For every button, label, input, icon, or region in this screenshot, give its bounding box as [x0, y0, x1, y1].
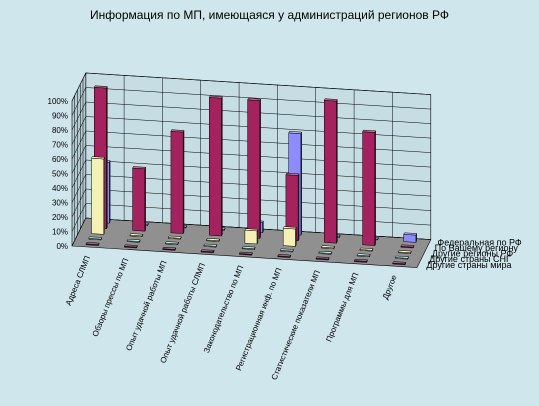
bar	[279, 248, 294, 253]
category-label: Статистические показатели МП	[270, 269, 322, 381]
bar	[126, 238, 141, 243]
category-label: Другое	[381, 273, 399, 300]
category-label: Программы для МП	[324, 271, 360, 343]
bar	[132, 166, 146, 232]
bar	[91, 156, 105, 235]
bar	[162, 246, 177, 251]
y-tick-label: 20%	[52, 213, 68, 222]
series-label: По Вашему региону	[435, 243, 519, 253]
bar	[200, 249, 215, 254]
series-label: Федеральная по РФ	[437, 237, 521, 247]
bar	[392, 261, 407, 266]
bar	[318, 250, 333, 255]
y-tick-label: 80%	[52, 126, 68, 135]
bar	[394, 255, 409, 260]
bar	[88, 236, 103, 241]
series-label: Другие страны СНГ	[429, 254, 511, 264]
y-tick-label: 70%	[52, 141, 68, 150]
category-label: Адреса СЛМП	[64, 254, 92, 307]
y-tick-label: 60%	[52, 155, 68, 164]
y-tick-label: 40%	[52, 184, 68, 193]
category-label: Обзоры прессы по МП	[91, 257, 131, 338]
bar	[356, 253, 371, 258]
bar	[400, 244, 415, 249]
bar	[203, 243, 218, 248]
bar	[167, 235, 182, 240]
category-label: Опыт удачной работы СЛМП	[159, 262, 208, 365]
y-tick-label: 100%	[48, 97, 68, 106]
y-tick-label: 30%	[52, 199, 68, 208]
bar	[206, 238, 220, 242]
bar	[247, 98, 261, 239]
bar	[129, 233, 144, 238]
category-label: Законодательство по МП	[202, 264, 245, 354]
bar	[397, 250, 412, 254]
y-tick-label: 10%	[52, 228, 68, 237]
bar	[362, 129, 376, 246]
bar	[244, 228, 259, 245]
bar	[164, 241, 179, 246]
bar	[403, 232, 418, 243]
bar	[359, 247, 374, 252]
bar	[354, 258, 368, 263]
bar	[170, 129, 185, 234]
y-tick-label: 90%	[52, 112, 68, 121]
category-label: Регистрационная инф. по МП	[234, 266, 284, 372]
bar	[85, 242, 100, 246]
category-label: Опыт удачной работы МП	[124, 259, 169, 352]
bar	[323, 98, 338, 244]
bar	[321, 245, 335, 250]
bar	[282, 226, 297, 247]
bar	[277, 254, 292, 258]
gridline	[71, 217, 431, 247]
y-tick-label: 50%	[52, 170, 68, 179]
chart-title: Информация по МП, имеющаяся у администра…	[90, 8, 449, 22]
y-tick-label: 0%	[56, 242, 68, 251]
bar	[241, 246, 256, 250]
bar	[239, 251, 253, 256]
bar	[208, 95, 223, 237]
series-label: Другие регионы РФ	[432, 249, 513, 259]
bar	[124, 244, 138, 249]
bar	[315, 256, 330, 261]
series-label: Другие страны мира	[426, 260, 511, 270]
